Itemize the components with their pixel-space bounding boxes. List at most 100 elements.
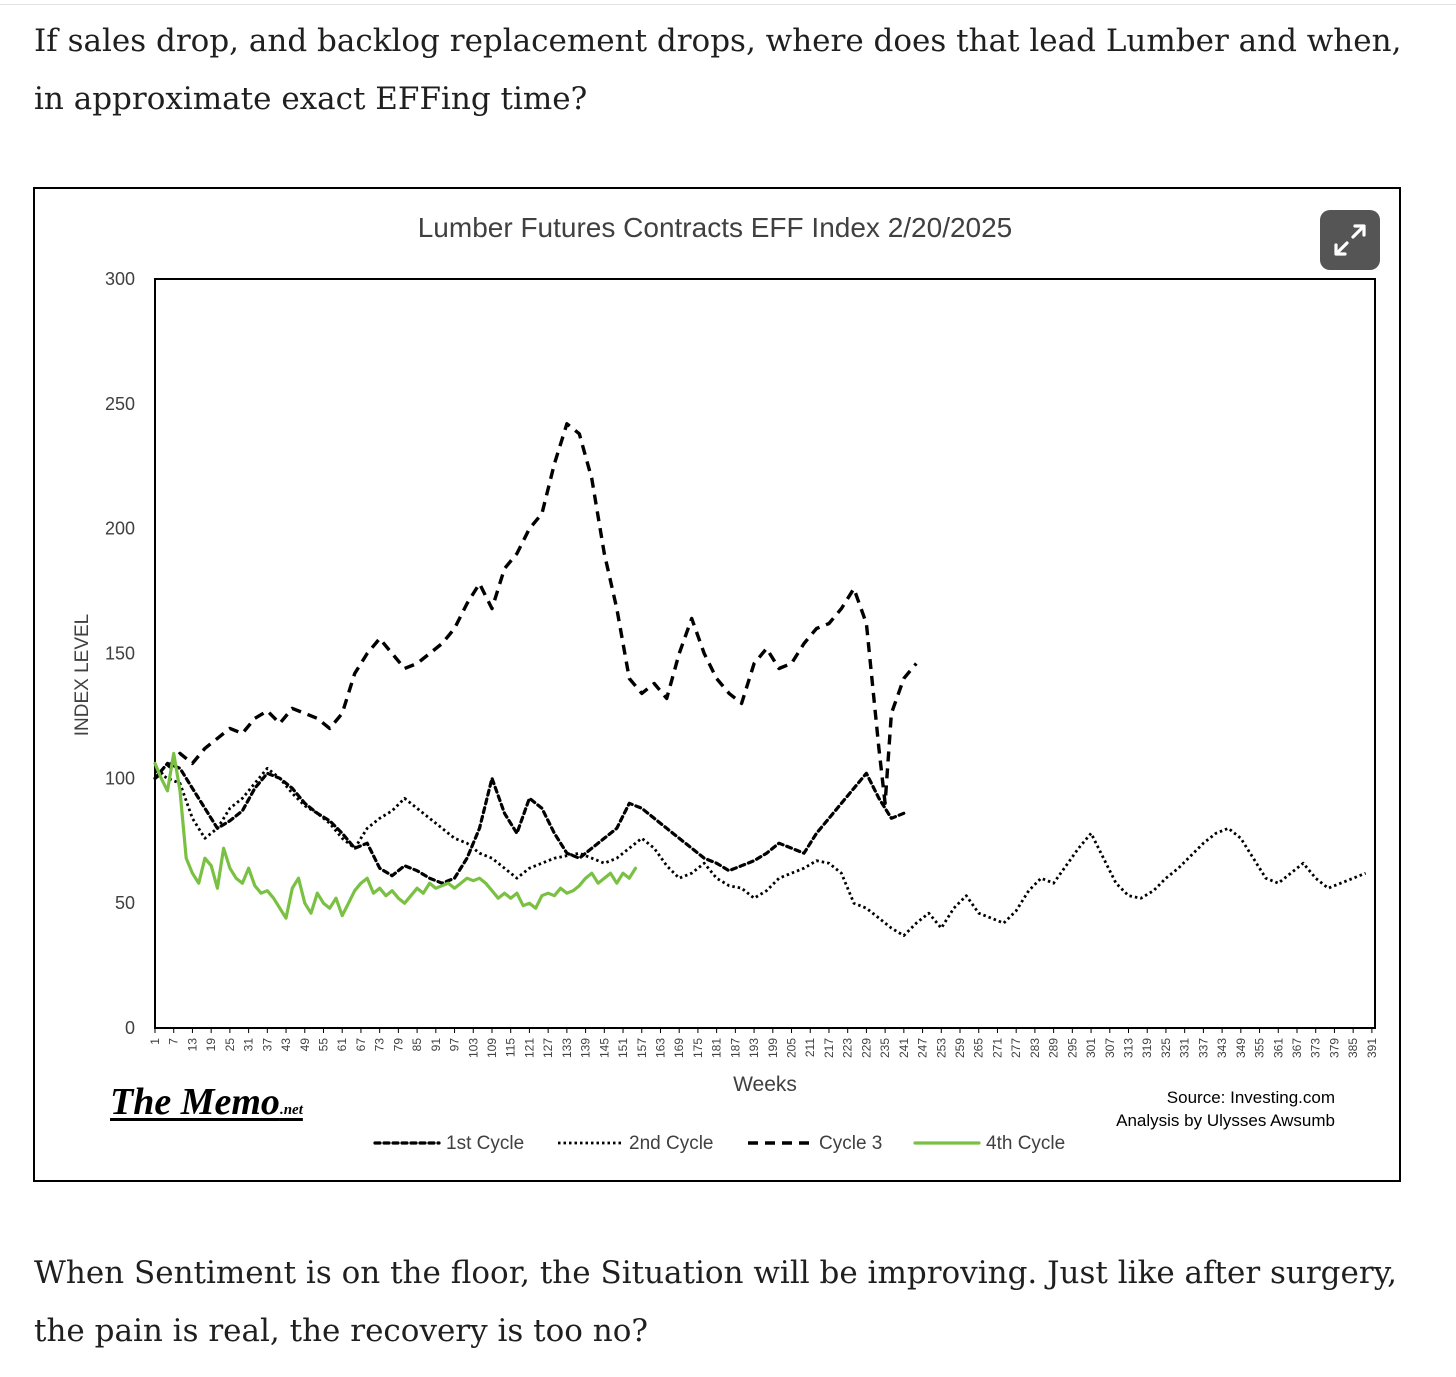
article-paragraph-intro: If sales drop, and backlog replacement d… bbox=[34, 23, 1402, 117]
analysis-credit: Analysis by Ulysses Awsumb bbox=[1116, 1111, 1335, 1130]
x-tick-label: 373 bbox=[1309, 1038, 1323, 1058]
x-tick-label: 91 bbox=[429, 1038, 443, 1052]
x-tick-label: 361 bbox=[1271, 1038, 1285, 1058]
x-tick-label: 265 bbox=[972, 1038, 986, 1058]
x-tick-label: 199 bbox=[766, 1038, 780, 1058]
x-tick-label: 307 bbox=[1103, 1038, 1117, 1058]
series-line bbox=[153, 761, 906, 885]
x-tick-label: 103 bbox=[466, 1038, 480, 1058]
chart-title: Lumber Futures Contracts EFF Index 2/20/… bbox=[418, 212, 1013, 243]
x-tick-label: 235 bbox=[878, 1038, 892, 1058]
x-tick-label: 19 bbox=[204, 1038, 218, 1052]
top-divider bbox=[0, 4, 1456, 5]
x-tick-label: 355 bbox=[1253, 1038, 1267, 1058]
x-tick-label: 73 bbox=[373, 1038, 387, 1052]
legend-item: 4th Cycle bbox=[913, 1133, 1065, 1154]
x-tick-label: 55 bbox=[316, 1038, 330, 1052]
x-tick-label: 13 bbox=[185, 1038, 199, 1052]
x-tick-label: 109 bbox=[485, 1038, 499, 1058]
series-line bbox=[153, 422, 918, 805]
x-tick-label: 151 bbox=[616, 1038, 630, 1058]
logo-suffix-text: .net bbox=[279, 1102, 303, 1118]
y-tick-label: 150 bbox=[105, 644, 135, 664]
lumber-eff-index-chart: Lumber Futures Contracts EFF Index 2/20/… bbox=[72, 212, 1379, 1154]
x-tick-label: 247 bbox=[916, 1038, 930, 1058]
x-tick-label: 205 bbox=[785, 1038, 799, 1058]
source-credit: Source: Investing.com bbox=[1166, 1088, 1335, 1107]
x-tick-label: 181 bbox=[710, 1038, 724, 1058]
x-tick-label: 241 bbox=[897, 1038, 911, 1058]
x-axis-ticks: 1 7 13 19 25 31 37 43 49 55 61 67 73 79 85 91 97 103 109 11… bbox=[148, 1028, 1379, 1058]
x-tick-label: 217 bbox=[822, 1038, 836, 1058]
x-tick-label: 319 bbox=[1140, 1038, 1154, 1058]
legend-label: 4th Cycle bbox=[986, 1133, 1065, 1154]
x-tick-label: 49 bbox=[298, 1038, 312, 1052]
x-tick-label: 121 bbox=[522, 1038, 536, 1058]
x-tick-label: 115 bbox=[504, 1038, 518, 1057]
legend-item: Cycle 3 bbox=[748, 1133, 882, 1154]
y-tick-label: 250 bbox=[105, 394, 135, 414]
x-tick-label: 343 bbox=[1215, 1038, 1229, 1058]
x-tick-label: 43 bbox=[279, 1038, 293, 1052]
x-tick-label: 271 bbox=[990, 1038, 1004, 1058]
x-tick-label: 25 bbox=[223, 1038, 237, 1052]
x-tick-label: 1 bbox=[148, 1038, 162, 1045]
series-layer bbox=[153, 422, 1367, 937]
x-tick-label: 283 bbox=[1028, 1038, 1042, 1058]
x-tick-label: 313 bbox=[1122, 1038, 1136, 1058]
x-tick-label: 139 bbox=[579, 1038, 593, 1058]
x-axis-label: Weeks bbox=[733, 1073, 797, 1096]
x-tick-label: 187 bbox=[728, 1038, 742, 1058]
chart-figure-frame bbox=[33, 187, 1401, 1182]
y-axis-ticks: 0 50 100 150 200 250 300 bbox=[105, 269, 135, 1038]
series-line bbox=[154, 766, 1367, 937]
x-tick-label: 85 bbox=[410, 1038, 424, 1052]
x-tick-label: 367 bbox=[1290, 1038, 1304, 1058]
y-tick-label: 100 bbox=[105, 768, 135, 788]
x-tick-label: 7 bbox=[167, 1038, 181, 1045]
expand-image-button[interactable] bbox=[1320, 210, 1380, 270]
x-tick-label: 79 bbox=[391, 1038, 405, 1052]
plot-area-border bbox=[154, 278, 1376, 1029]
x-tick-label: 133 bbox=[560, 1038, 574, 1058]
y-axis-label: INDEX LEVEL bbox=[72, 614, 93, 737]
x-tick-label: 157 bbox=[635, 1038, 649, 1058]
x-tick-label: 295 bbox=[1065, 1038, 1079, 1058]
legend-item: 2nd Cycle bbox=[558, 1133, 714, 1154]
series-1st-cycle bbox=[153, 761, 906, 885]
x-tick-label: 37 bbox=[260, 1038, 274, 1052]
the-memo-logo: The Memo.net bbox=[110, 1080, 303, 1124]
x-tick-label: 97 bbox=[448, 1038, 462, 1052]
x-tick-label: 211 bbox=[803, 1038, 817, 1057]
x-tick-label: 175 bbox=[691, 1038, 705, 1058]
x-tick-label: 169 bbox=[672, 1038, 686, 1058]
y-tick-label: 200 bbox=[105, 519, 135, 539]
legend-label: 2nd Cycle bbox=[629, 1133, 714, 1154]
x-tick-label: 301 bbox=[1084, 1038, 1098, 1058]
chart-legend: 1st Cycle 2nd Cycle Cycle 3 4th Cycle bbox=[373, 1133, 1065, 1154]
x-tick-label: 61 bbox=[335, 1038, 349, 1052]
x-tick-label: 391 bbox=[1365, 1038, 1379, 1058]
x-tick-label: 385 bbox=[1346, 1038, 1360, 1058]
y-tick-label: 50 bbox=[115, 893, 135, 913]
x-tick-label: 331 bbox=[1178, 1038, 1192, 1058]
legend-item: 1st Cycle bbox=[373, 1133, 524, 1154]
x-tick-label: 259 bbox=[953, 1038, 967, 1058]
series-4th-cycle bbox=[153, 751, 638, 920]
x-tick-label: 67 bbox=[354, 1038, 368, 1052]
x-tick-label: 145 bbox=[597, 1038, 611, 1058]
article-paragraph-closing: When Sentiment is on the floor, the Situ… bbox=[34, 1255, 1397, 1349]
logo-main-text: The Memo bbox=[110, 1081, 280, 1123]
x-tick-label: 193 bbox=[747, 1038, 761, 1058]
x-tick-label: 277 bbox=[1009, 1038, 1023, 1058]
legend-label: Cycle 3 bbox=[819, 1133, 882, 1154]
x-tick-label: 325 bbox=[1159, 1038, 1173, 1058]
x-tick-label: 349 bbox=[1234, 1038, 1248, 1058]
x-tick-label: 253 bbox=[934, 1038, 948, 1058]
x-tick-label: 289 bbox=[1047, 1038, 1061, 1058]
x-tick-label: 31 bbox=[242, 1038, 256, 1052]
y-tick-label: 0 bbox=[125, 1018, 135, 1038]
series-cycle-3 bbox=[153, 422, 918, 805]
x-tick-label: 163 bbox=[653, 1038, 667, 1058]
x-tick-label: 127 bbox=[541, 1038, 555, 1058]
